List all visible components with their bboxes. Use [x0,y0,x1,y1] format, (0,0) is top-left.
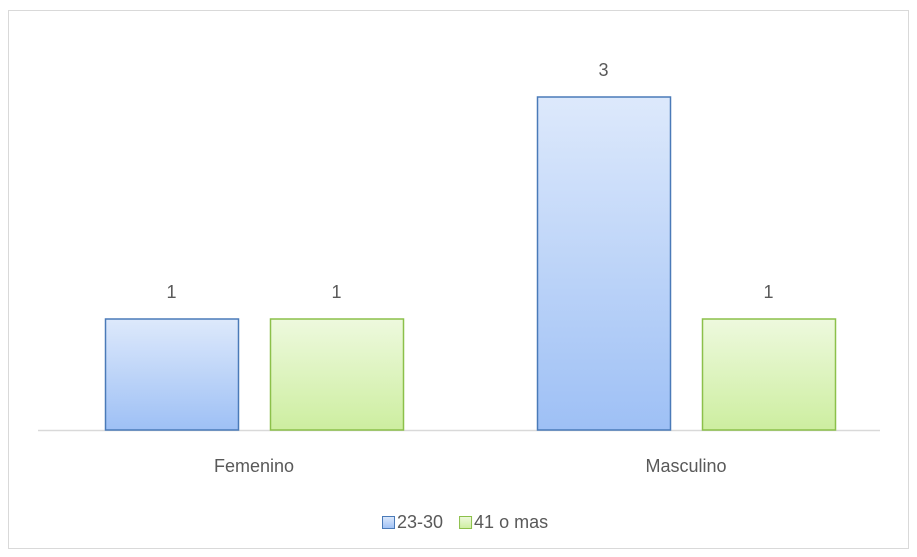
legend-swatch [459,516,473,529]
x-tick-label: Masculino [645,456,726,476]
legend-label: 41 o mas [474,512,548,532]
data-label: 1 [331,282,341,302]
data-label: 1 [166,282,176,302]
bar [701,318,837,431]
bar [269,318,405,431]
data-label: 3 [598,60,608,80]
x-tick-label: Femenino [214,456,294,476]
chart-frame [8,10,909,549]
legend-swatch [382,516,395,529]
bar [104,318,240,431]
data-label: 1 [763,282,773,302]
legend-label: 23-30 [397,512,443,532]
bar [536,96,672,431]
